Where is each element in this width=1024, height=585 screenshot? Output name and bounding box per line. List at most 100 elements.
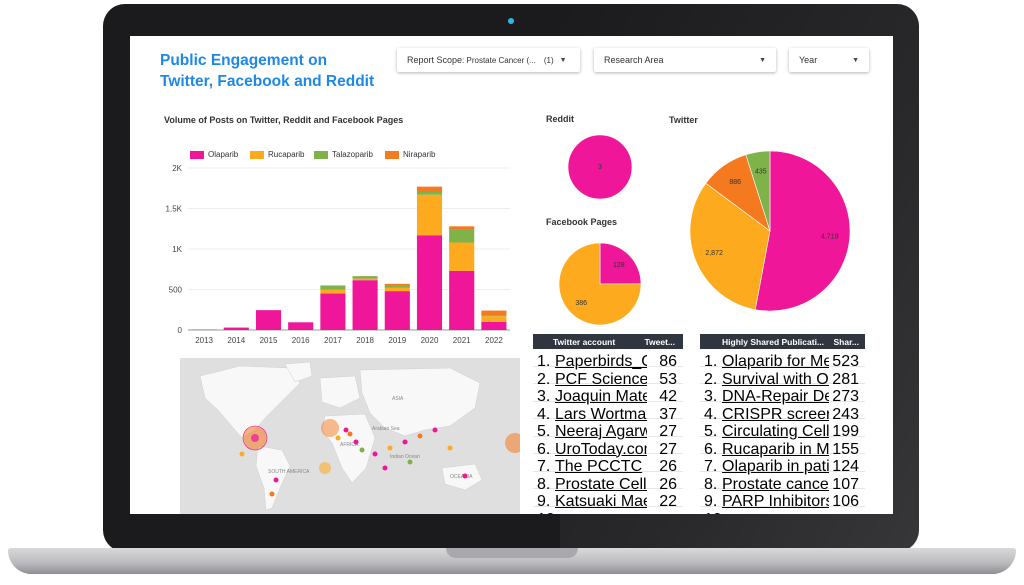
publication-link[interactable]: Olaparib in patients with ... bbox=[722, 458, 829, 475]
report-scope-count: (1) bbox=[543, 55, 554, 65]
pie-slice-olaparib[interactable] bbox=[567, 134, 633, 200]
bar-olaparib-2021[interactable] bbox=[449, 270, 475, 330]
twitter-account-count: 37 bbox=[659, 405, 677, 423]
publication-link[interactable]: Prostate cancer bbox=[722, 475, 829, 493]
x-tick-label: 2022 bbox=[485, 336, 503, 345]
publication-link[interactable]: PARP Inhibitors in Castrati... bbox=[722, 493, 829, 510]
col-header-tweets[interactable]: Tweet... bbox=[644, 337, 675, 347]
report-scope-dropdown[interactable]: Report Scope : Prostate Cancer (... (1) … bbox=[397, 48, 580, 72]
bar-olaparib-2019[interactable] bbox=[384, 291, 410, 330]
bar-rucaparib-2017[interactable] bbox=[320, 289, 346, 294]
page-title: Public Engagement on Twitter, Facebook a… bbox=[160, 50, 390, 92]
publication-row[interactable]: 10. bbox=[700, 507, 865, 515]
publication-row[interactable]: 1.Olaparib for Metastatic Ca...523 bbox=[700, 349, 865, 370]
publication-link[interactable]: Rucaparib in Men With Me... bbox=[722, 440, 829, 458]
twitter-account-row[interactable]: 2. PCF Science 53 bbox=[533, 367, 683, 388]
publication-row[interactable]: 5.Circulating Cell-Free DNA t...199 bbox=[700, 419, 865, 440]
bar-niraparib-2019[interactable] bbox=[384, 283, 410, 286]
bar-olaparib-2017[interactable] bbox=[320, 293, 346, 330]
twitter-account-link[interactable]: Lars Wortmann bbox=[555, 405, 647, 423]
bar-niraparib-2021[interactable] bbox=[449, 226, 475, 230]
twitter-account-link[interactable]: The PCCTC bbox=[555, 458, 643, 475]
map-bubbles bbox=[239, 419, 520, 497]
publication-row[interactable]: 4.CRISPR screens identify ge...243 bbox=[700, 402, 865, 423]
twitter-account-link[interactable]: UroToday.com bbox=[555, 440, 647, 458]
map-bubble bbox=[239, 451, 245, 457]
publication-row[interactable]: 6.Rucaparib in Men With Me...155 bbox=[700, 437, 865, 458]
map-label-asia: ASIA bbox=[392, 396, 404, 402]
legend-label: Rucaparib bbox=[268, 150, 305, 159]
twitter-account-row[interactable]: 4.Lars Wortmann 37 bbox=[533, 402, 683, 423]
legend-niraparib: Niraparib bbox=[385, 150, 435, 159]
twitter-account-row[interactable]: 8.Prostate Cell News 26 bbox=[533, 472, 683, 493]
bar-niraparib-2022[interactable] bbox=[481, 310, 507, 316]
pie-slice-rucaparib[interactable] bbox=[558, 242, 642, 326]
twitter-account-link[interactable]: PCF Science bbox=[555, 370, 647, 388]
bar-talazoparib-2020[interactable] bbox=[416, 191, 443, 195]
publication-row[interactable]: 3.DNA-Repair Defects and Ol...273 bbox=[700, 384, 865, 405]
pie-slice-olaparib[interactable] bbox=[599, 242, 642, 285]
twitter-account-row[interactable]: 9.Katsuaki Maehara Ph... 22 bbox=[533, 489, 683, 510]
bar-niraparib-2020[interactable] bbox=[416, 186, 443, 192]
chevron-down-icon: ▼ bbox=[559, 56, 567, 64]
bar-rucaparib-2022[interactable] bbox=[481, 316, 507, 322]
col-header-shares[interactable]: Shar... bbox=[833, 337, 859, 347]
publication-count: 107 bbox=[832, 475, 859, 493]
twitter-account-link[interactable]: Prostate Cell News bbox=[555, 475, 647, 493]
twitter-account-row[interactable]: 7. The PCCTC 26 bbox=[533, 454, 683, 475]
world-map[interactable]: ASIA AFRICA SOUTH AMERICA OCEANIA Arabia… bbox=[180, 358, 520, 514]
map-svg: ASIA AFRICA SOUTH AMERICA OCEANIA Arabia… bbox=[199, 361, 520, 511]
publication-link[interactable]: Circulating Cell-Free DNA t... bbox=[722, 423, 829, 440]
twitter-account-row[interactable]: 10. bbox=[533, 507, 683, 515]
publication-row[interactable]: 7.Olaparib in patients with ...124 bbox=[700, 454, 865, 475]
bar-talazoparib-2019[interactable] bbox=[384, 285, 410, 288]
row-rank: 6. bbox=[537, 440, 551, 458]
bar-talazoparib-2021[interactable] bbox=[449, 229, 475, 243]
publication-link[interactable]: Olaparib for Metastatic Ca... bbox=[722, 353, 829, 370]
row-rank: 5. bbox=[704, 423, 718, 440]
bar-olaparib-2015[interactable] bbox=[255, 310, 282, 330]
bar-rucaparib-2020[interactable] bbox=[416, 194, 443, 236]
twitter-account-link[interactable]: Joaquin Mateo bbox=[555, 388, 647, 405]
publication-link[interactable]: DNA-Repair Defects and Ol... bbox=[722, 388, 829, 405]
pie-slice-talazoparib[interactable] bbox=[745, 150, 771, 232]
publication-link[interactable]: CRISPR screens identify ge... bbox=[722, 405, 829, 423]
twitter-account-link[interactable]: Paperbirds_Oncology bbox=[555, 353, 647, 370]
bar-olaparib-2020[interactable] bbox=[416, 235, 443, 330]
row-rank: 5. bbox=[537, 423, 551, 440]
map-bubble bbox=[321, 419, 339, 437]
twitter-account-link[interactable]: Katsuaki Maehara Ph... bbox=[555, 493, 647, 510]
twitter-account-count: 53 bbox=[659, 370, 677, 388]
publication-link[interactable]: Survival with Olaparib in M... bbox=[722, 370, 829, 388]
research-area-dropdown[interactable]: Research Area ▼ bbox=[594, 48, 776, 72]
bar-rucaparib-2018[interactable] bbox=[352, 278, 378, 281]
twitter-account-row[interactable]: 1.Paperbirds_Oncology 86 bbox=[533, 349, 683, 370]
bar-olaparib-2018[interactable] bbox=[352, 280, 378, 330]
bar-olaparib-2022[interactable] bbox=[481, 321, 507, 330]
bar-talazoparib-2017[interactable] bbox=[320, 285, 346, 290]
publication-row[interactable]: 8. Prostate cancer 107 bbox=[700, 472, 865, 493]
bar-rucaparib-2019[interactable] bbox=[384, 287, 410, 292]
twitter-account-row[interactable]: 6. UroToday.com 27 bbox=[533, 437, 683, 458]
row-rank: 10. bbox=[704, 511, 726, 515]
publication-count: 523 bbox=[832, 353, 859, 370]
pie-slice-rucaparib[interactable] bbox=[689, 182, 771, 310]
publication-row[interactable]: 9.PARP Inhibitors in Castrati...106 bbox=[700, 489, 865, 510]
bar-rucaparib-2021[interactable] bbox=[449, 242, 475, 271]
map-label-south-america: SOUTH AMERICA bbox=[268, 469, 310, 475]
col-header-publication[interactable]: Highly Shared Publicati... bbox=[722, 337, 825, 347]
col-header-account[interactable]: Twitter account bbox=[553, 337, 616, 347]
publication-row[interactable]: 2.Survival with Olaparib in M...281 bbox=[700, 367, 865, 388]
year-dropdown[interactable]: Year ▼ bbox=[789, 48, 869, 72]
bar-olaparib-2014[interactable] bbox=[223, 327, 249, 330]
twitter-account-count: 27 bbox=[659, 423, 677, 440]
pie-slice-olaparib[interactable] bbox=[754, 150, 851, 312]
x-tick-label: 2014 bbox=[227, 336, 245, 345]
map-label-oceania: OCEANIA bbox=[450, 474, 473, 480]
twitter-account-row[interactable]: 5.Neeraj Agarwal 27 bbox=[533, 419, 683, 440]
bar-olaparib-2016[interactable] bbox=[288, 322, 314, 330]
bar-talazoparib-2022[interactable] bbox=[481, 315, 507, 317]
bar-talazoparib-2018[interactable] bbox=[352, 276, 378, 279]
twitter-account-row[interactable]: 3.Joaquin Mateo 42 bbox=[533, 384, 683, 405]
twitter-account-link[interactable]: Neeraj Agarwal bbox=[555, 423, 647, 440]
